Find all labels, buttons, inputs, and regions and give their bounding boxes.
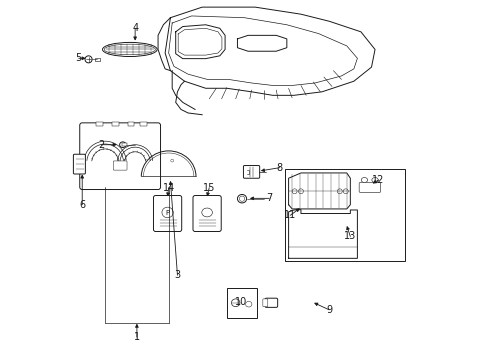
Ellipse shape [361, 177, 367, 183]
Text: 10: 10 [234, 297, 246, 307]
FancyBboxPatch shape [358, 183, 380, 192]
Bar [128, 122, 134, 126]
Bar [122, 143, 126, 147]
FancyBboxPatch shape [264, 298, 277, 307]
Bar [112, 122, 118, 126]
Ellipse shape [239, 196, 244, 201]
Text: 6: 6 [79, 200, 85, 210]
Ellipse shape [231, 299, 240, 307]
FancyBboxPatch shape [113, 161, 127, 170]
Ellipse shape [162, 207, 173, 218]
Ellipse shape [202, 208, 212, 217]
Bar [96, 122, 102, 126]
FancyBboxPatch shape [153, 195, 182, 231]
Text: 1: 1 [134, 332, 140, 342]
Text: 9: 9 [325, 305, 331, 315]
Text: P: P [165, 210, 169, 216]
Ellipse shape [237, 194, 246, 203]
Text: 4: 4 [132, 23, 138, 33]
FancyBboxPatch shape [73, 154, 85, 174]
Ellipse shape [298, 189, 303, 194]
Ellipse shape [120, 142, 126, 148]
Ellipse shape [104, 44, 155, 55]
Text: 12: 12 [372, 175, 384, 185]
FancyBboxPatch shape [263, 299, 267, 307]
Text: 2: 2 [98, 140, 104, 150]
Text: 8: 8 [276, 163, 282, 173]
FancyBboxPatch shape [80, 123, 160, 189]
FancyBboxPatch shape [94, 58, 100, 61]
Ellipse shape [170, 159, 173, 162]
Ellipse shape [371, 177, 377, 183]
Text: 13: 13 [344, 231, 356, 242]
Text: 15: 15 [203, 183, 215, 193]
Bar [285, 170, 404, 261]
FancyBboxPatch shape [243, 166, 259, 178]
Bar [140, 122, 146, 126]
Text: 11: 11 [284, 210, 296, 220]
Text: 14: 14 [162, 183, 174, 193]
Bar [226, 288, 256, 318]
Ellipse shape [102, 42, 157, 57]
Ellipse shape [245, 301, 251, 307]
Text: 5: 5 [76, 53, 81, 63]
Text: 3: 3 [174, 270, 180, 280]
Text: 7: 7 [265, 193, 272, 203]
FancyBboxPatch shape [193, 195, 221, 231]
Ellipse shape [291, 189, 296, 194]
Ellipse shape [85, 56, 92, 63]
Ellipse shape [337, 189, 342, 194]
Ellipse shape [343, 189, 347, 194]
